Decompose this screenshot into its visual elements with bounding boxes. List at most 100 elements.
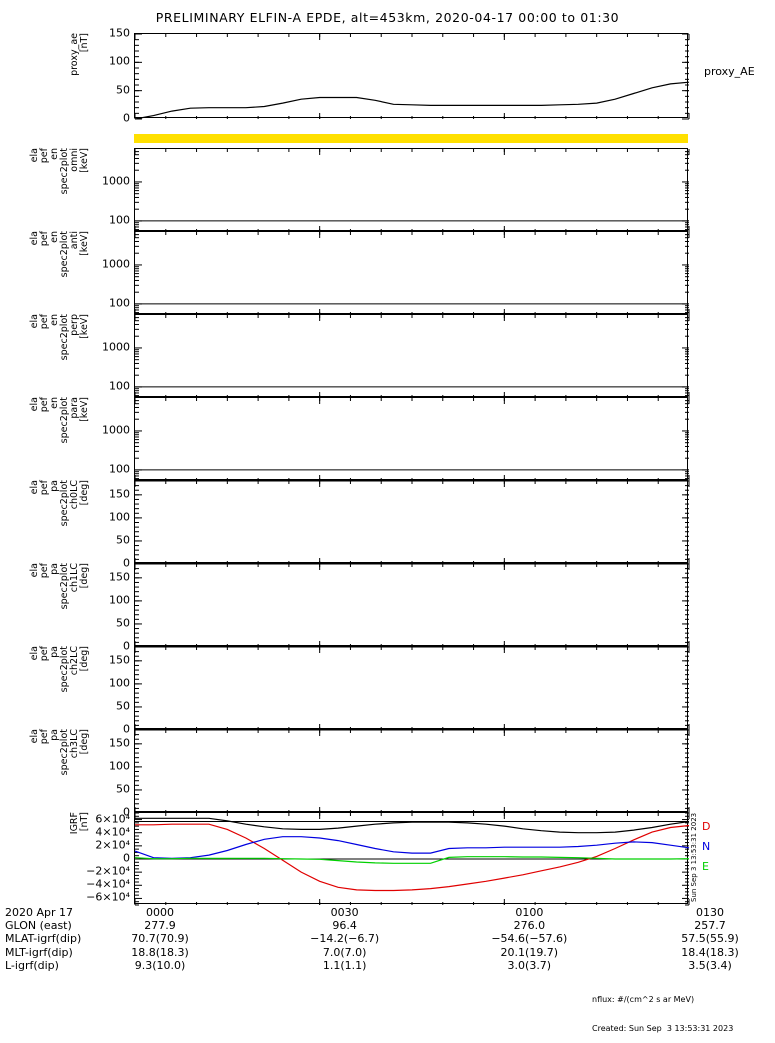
ylabel-line: [keV]: [79, 231, 90, 256]
bottom-cell: 0000: [146, 906, 174, 919]
ytick-pef-pa-ch0lc-100: 100: [109, 510, 130, 524]
footer-created: Created: Sun Sep 3 13:53:31 2023: [592, 1023, 734, 1033]
vertical-timestamp: Sun Sep 3 13:53:31 2023: [690, 812, 698, 902]
ylabel-pef-pa-ch1lc: ela pef pa spec2plot ch1LC [deg]: [27, 563, 90, 646]
ylabel-pef-pa-ch0lc: ela pef pa spec2plot ch0LC [deg]: [27, 480, 90, 563]
ytick-pef-pa-ch1lc-0: 0: [123, 639, 130, 653]
ylabel-proxy-ae: proxy_ae [nT]: [69, 33, 90, 118]
ylabel-igrf: IGRF [nT]: [69, 812, 90, 904]
ylabel-line: [deg]: [79, 480, 90, 506]
panel-igrf: [134, 812, 690, 906]
ytick-igrf-5: 4×10⁴: [95, 825, 130, 839]
ytick-igrf-2: −2×10⁴: [86, 864, 130, 878]
bottom-row-label: GLON (east): [5, 919, 72, 933]
ylabel-line: [deg]: [79, 563, 90, 589]
ytick-pef-en-omni-1000: 1000: [102, 174, 130, 188]
bottom-cell: 9.3(10.0): [134, 958, 186, 972]
igrf-legend-D: D: [702, 820, 711, 833]
ytick-igrf-1: −4×10⁴: [86, 877, 130, 891]
bottom-row-label: MLT-igrf(dip): [5, 945, 73, 959]
ytick-pef-pa-ch0lc-0: 0: [123, 556, 130, 570]
bottom-cell: 18.8(18.3): [131, 945, 189, 959]
panel-pef-pa-ch1lc: [134, 563, 690, 648]
ylabel-pef-pa-ch2lc: ela pef pa spec2plot ch2LC [deg]: [27, 646, 90, 729]
bottom-cell: 20.1(19.7): [500, 945, 559, 959]
bottom-cell: 70.7(70.9): [131, 932, 189, 946]
page-title: PRELIMINARY ELFIN-A EPDE, alt=453km, 202…: [155, 10, 620, 25]
panel-pef-en-para: [134, 397, 690, 481]
ylabel-pef-pa-ch3lc: ela pef pa spec2plot ch3LC [deg]: [27, 729, 90, 812]
panel-pef-en-anti: [134, 231, 690, 315]
ytick-pef-en-para-1000: 1000: [102, 423, 130, 437]
ylabel-line: [nT]: [79, 812, 90, 832]
panel-pef-pa-ch3lc: [134, 729, 690, 814]
bottom-cell: 0030: [330, 906, 359, 919]
series-igrf-e: [134, 856, 690, 864]
ytick-pef-pa-ch2lc-150: 150: [109, 653, 130, 667]
ytick-pef-pa-ch3lc-100: 100: [109, 759, 130, 773]
bottom-cell: 3.5(3.4): [688, 958, 732, 972]
panel-pef-en-perp: [134, 314, 690, 398]
bottom-cell: 7.0(7.0): [322, 945, 367, 959]
ylabel-line: [keV]: [79, 397, 90, 422]
ytick-pef-pa-ch1lc-100: 100: [109, 593, 130, 607]
series-igrf-d: [135, 823, 690, 892]
panel-proxy-ae: [134, 33, 690, 120]
series-igrf-n: [134, 836, 690, 859]
ytick-pef-pa-ch1lc-50: 50: [116, 616, 130, 630]
ytick-igrf-4: 2×10⁴: [95, 838, 130, 852]
bottom-cell: 57.5(55.9): [681, 932, 739, 946]
ylabel-line: [keV]: [79, 148, 90, 173]
ylabel-line: [keV]: [79, 314, 90, 339]
ytick-igrf-3: 0: [123, 851, 130, 865]
bottom-row: MLAT-igrf(dip) 70.7(70.9) −14.2(−6.7) −54.6…: [0, 932, 775, 945]
bottom-cell: 0100: [515, 906, 544, 919]
footer-note: nflux: #/(cm^2 s ar MeV) Created: Sun Se…: [592, 976, 733, 1043]
ytick-pef-pa-ch3lc-150: 150: [109, 736, 130, 750]
bottom-cell: 277.9: [144, 919, 176, 933]
ytick-pef-pa-ch0lc-150: 150: [109, 487, 130, 501]
bottom-row-label: MLAT-igrf(dip): [5, 932, 82, 946]
bottom-cell: 276.0: [513, 919, 546, 933]
series-igrf-total: [135, 817, 690, 834]
spectrogram-colorbar-strip: [134, 134, 688, 143]
ytick-pef-pa-ch2lc-100: 100: [109, 676, 130, 690]
bottom-row-label: L-igrf(dip): [5, 958, 59, 972]
ytick-proxy-ae-50: 50: [116, 83, 130, 97]
ylabel-pef-en-anti: ela pef en spec2plot anti [keV]: [27, 231, 90, 314]
bottom-row: MLT-igrf(dip) 18.8(18.3) 7.0(7.0) 20.1(19.7…: [0, 946, 775, 959]
bottom-cell: −54.6(−57.6): [491, 932, 568, 946]
ylabel-line: [deg]: [79, 646, 90, 672]
panel-pef-pa-ch0lc: [134, 480, 690, 565]
ytick-pef-en-perp-100: 100: [109, 379, 130, 393]
ylabel-pef-en-omni: ela pef en spec2plot omni [keV]: [27, 148, 90, 231]
bottom-cell: 1.1(1.1): [322, 958, 367, 972]
ylabel-line: [nT]: [79, 33, 90, 53]
bottom-row: GLON (east) 277.9 96.4 276.0 257.7: [0, 919, 775, 932]
ytick-pef-en-perp-1000: 1000: [102, 340, 130, 354]
ytick-pef-en-omni-100: 100: [109, 213, 130, 227]
ytick-igrf-6: 6×10⁴: [95, 812, 130, 826]
ytick-pef-pa-ch2lc-50: 50: [116, 699, 130, 713]
panel-pef-en-omni: [134, 148, 690, 232]
igrf-legend-E: E: [702, 860, 709, 873]
bottom-axis-table: 2020 Apr 17 0000 0030 0100 0130 GLON (east) 27…: [0, 906, 775, 972]
ytick-proxy-ae-150: 150: [109, 26, 130, 40]
ytick-igrf-0: −6×10⁴: [86, 890, 130, 904]
ytick-pef-en-para-100: 100: [109, 462, 130, 476]
panel-pef-pa-ch2lc: [134, 646, 690, 731]
ylabel-line: [deg]: [79, 729, 90, 755]
bottom-cell: −14.2(−6.7): [310, 932, 380, 946]
bottom-row: 2020 Apr 17 0000 0030 0100 0130: [0, 906, 775, 919]
bottom-cell: 257.7: [694, 919, 726, 933]
ylabel-pef-en-perp: ela pef en spec2plot perp [keV]: [27, 314, 90, 397]
ytick-pef-en-anti-100: 100: [109, 296, 130, 310]
ytick-pef-pa-ch0lc-50: 50: [116, 533, 130, 547]
igrf-legend-N: N: [702, 840, 711, 853]
ytick-proxy-ae-100: 100: [109, 54, 130, 68]
series-proxy-ae: [134, 81, 690, 120]
bottom-cell: 96.4: [332, 919, 357, 933]
ytick-pef-en-anti-1000: 1000: [102, 257, 130, 271]
right-label-proxy-ae: proxy_AE: [704, 65, 755, 79]
ylabel-pef-en-para: ela pef en spec2plot para [keV]: [27, 397, 90, 480]
